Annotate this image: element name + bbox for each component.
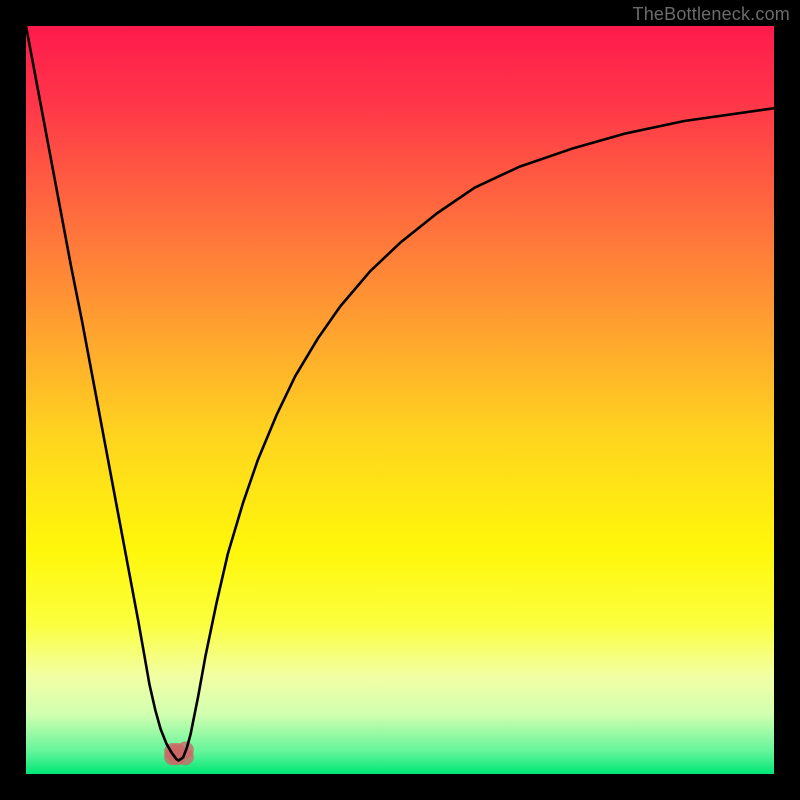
chart-svg — [26, 26, 774, 774]
plot-area — [26, 26, 774, 774]
border-right — [774, 0, 800, 800]
border-left — [0, 0, 26, 800]
watermark-text: TheBottleneck.com — [633, 4, 790, 25]
gradient-background — [26, 26, 774, 774]
border-bottom — [0, 774, 800, 800]
